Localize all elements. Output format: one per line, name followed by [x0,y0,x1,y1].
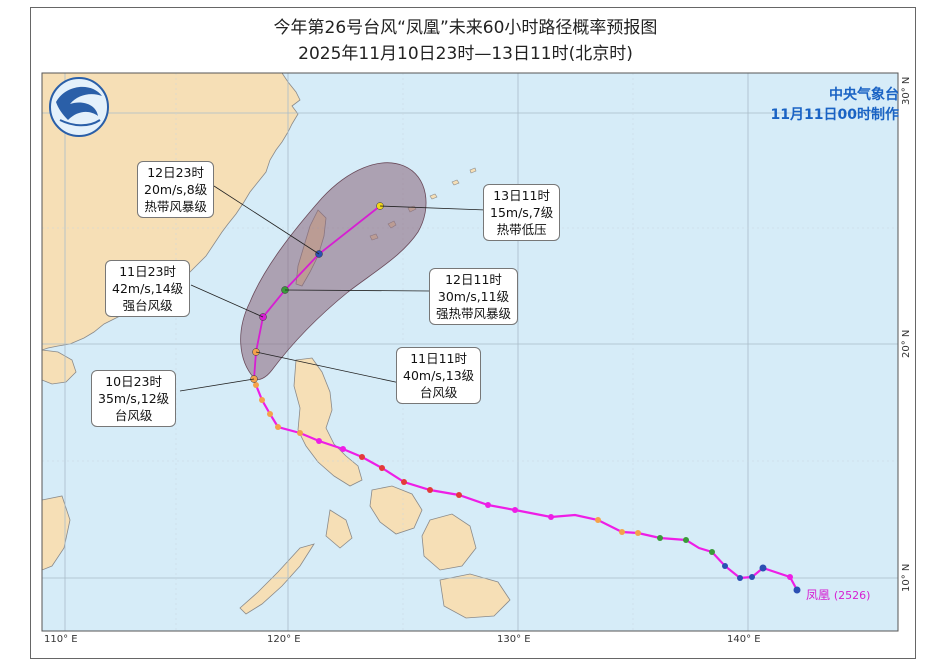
lon-tick-110: 110° E [44,634,78,645]
forecast-label-12d11h: 12日11时 30m/s,11级 强热带风暴级 [429,268,519,325]
land-borneo [42,495,71,571]
forecast-label-13d11h: 13日11时 15m/s,7级 热带低压 [483,184,561,241]
map-subtitle: 2025年11月10日23时—13日11时(北京时) [298,44,633,64]
storm-name-label: 凤凰 (2526) [806,588,871,602]
past-track-markers [253,382,801,594]
map-title: 今年第26号台风“凤凰”未来60小时路径概率预报图 [273,18,658,38]
lon-tick-140: 140° E [727,634,761,645]
forecast-label-11d23h: 11日23时 42m/s,14级 强台风级 [105,260,191,317]
graticule [42,73,898,631]
past-track [252,378,798,591]
land-philippines-south [325,485,511,619]
lon-tick-120: 120° E [267,634,301,645]
lat-tick-30: 30° N [901,76,912,105]
agency-issued-time: 11月11日00时制作 [770,107,899,123]
land-luzon [293,357,363,487]
leader-lines [179,185,487,392]
forecast-label-11d11h: 11日11时 40m/s,13级 台风级 [396,347,482,404]
cma-logo [49,77,109,137]
land-palawan [239,543,315,615]
lat-tick-20: 20° N [901,329,912,358]
forecast-label-10d23h: 10日23时 35m/s,12级 台风级 [91,370,177,427]
lon-tick-130: 130° E [497,634,531,645]
forecast-label-12d23h: 12日23时 20m/s,8级 热带风暴级 [137,161,215,218]
lat-tick-10: 10° N [901,563,912,592]
probability-cone [240,162,427,380]
agency-name: 中央气象台 [829,87,899,103]
forecast-track [253,205,381,380]
land-hainan [42,349,77,385]
